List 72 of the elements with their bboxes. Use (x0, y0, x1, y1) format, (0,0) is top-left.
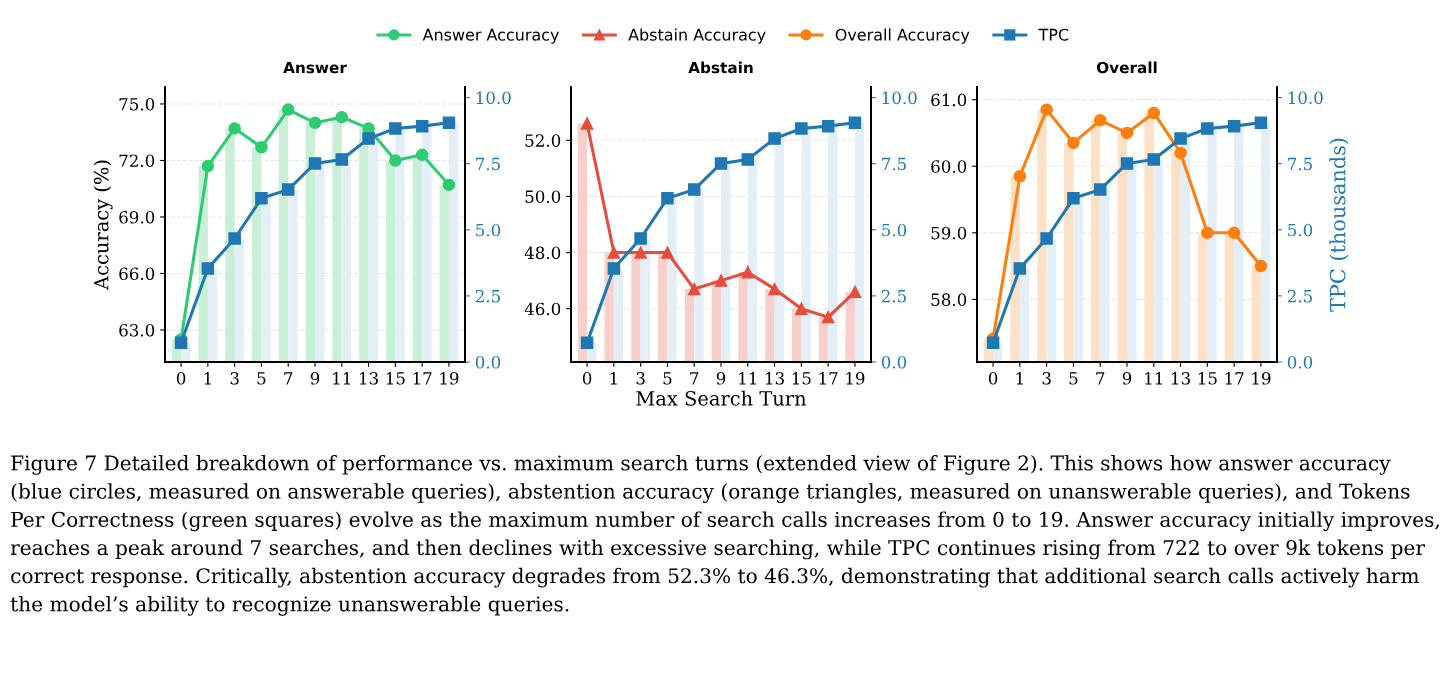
x-tick-label: 15 (386, 372, 405, 385)
chart-title: Answer (283, 61, 347, 74)
y2-tick-label: 10.0 (1288, 91, 1323, 105)
x-tick-label: 13 (1172, 372, 1190, 385)
x-tick-label: 1 (610, 372, 617, 385)
y2-tick-label: 10.0 (476, 91, 511, 105)
x-tick-label: 15 (1198, 372, 1217, 385)
y-tick-label: 72.0 (119, 154, 155, 168)
y-tick-label: 66.0 (119, 267, 155, 281)
x-tick-label: 7 (690, 372, 699, 385)
legend-label: Abstain Accuracy (628, 28, 766, 44)
x-tick-label: 15 (792, 372, 811, 385)
x-tick-label: 5 (257, 372, 266, 385)
chart-title: Abstain (688, 61, 753, 74)
x-tick-label: 5 (1069, 372, 1078, 385)
y-tick-label: 63.0 (119, 323, 155, 337)
x-tick-label: 19 (1252, 372, 1271, 385)
x-tick-label: 3 (1042, 372, 1051, 385)
x-tick-label: 0 (176, 372, 186, 385)
chart-title: Overall (1096, 61, 1157, 74)
y-tick-label: 46.0 (524, 302, 561, 316)
x-tick-label: 13 (766, 372, 784, 385)
y2-tick-label: 5.0 (882, 223, 907, 237)
y2-tick-label: 2.5 (1287, 289, 1312, 303)
legend-label: TPC (1038, 28, 1069, 41)
x-tick-label: 17 (413, 372, 432, 385)
y2-tick-label: 7.5 (1288, 157, 1312, 171)
x-tick-label: 11 (1145, 372, 1163, 385)
y2-tick-label: 5.0 (476, 223, 501, 237)
y2-tick-label: 0.0 (475, 355, 501, 369)
x-tick-label: 19 (440, 372, 459, 385)
y-axis-title: Accuracy (%) (93, 160, 113, 291)
y2-tick-label: 2.5 (881, 289, 906, 303)
y2-tick-label: 7.5 (476, 157, 500, 171)
x-tick-label: 9 (716, 372, 726, 385)
x-tick-label: 5 (663, 372, 672, 385)
y2-tick-label: 5.0 (1288, 223, 1313, 237)
legend-label: Overall Accuracy (835, 28, 970, 44)
y-tick-label: 52.0 (525, 134, 561, 147)
y-tick-label: 60.0 (931, 160, 967, 173)
y2-axis-title: TPC (thousands) (1329, 138, 1349, 312)
y2-tick-label: 2.5 (475, 289, 500, 303)
x-tick-label: 0 (988, 372, 998, 385)
x-tick-label: 11 (333, 372, 351, 385)
y2-tick-label: 0.0 (1287, 355, 1313, 369)
x-tick-label: 7 (1096, 372, 1105, 385)
y-tick-label: 69.0 (119, 210, 155, 224)
caption: Figure 7 Detailed breakdown of performance vs. maximum search turns (extended view of Figure 2). This shows how answer accuracy (blue circles, measured on answerable queries), abstention accuracy (orange triangles, measured on unanswerable queries), and Tokens Per Correctness (green squares) evolve as the maximum number of search calls increases from 0 to 19. Answer accuracy initially improves, reaches a peak around 7 searches, and then declines with excessive searching, while TPC continues rising from 722 to over 9k tokens per correct response. Critically, abstention accuracy degrades from 52.3% to 46.3%, demonstrating that additional search calls actively harm the model’s ability to recognize unanswerable queries. (10, 455, 1439, 616)
x-tick-label: 13 (360, 372, 378, 385)
x-tick-label: 17 (819, 372, 838, 385)
x-tick-label: 3 (636, 372, 645, 385)
y2-tick-label: 10.0 (882, 91, 917, 105)
y-tick-label: 48.0 (524, 246, 561, 260)
y2-tick-label: 7.5 (882, 157, 906, 171)
y2-tick-label: 0.0 (881, 355, 907, 369)
x-tick-label: 11 (739, 372, 757, 385)
y-tick-label: 50.0 (525, 190, 561, 204)
x-tick-label: 1 (204, 372, 211, 385)
x-tick-label: 1 (1016, 372, 1023, 385)
x-axis-title: Max Search Turn (636, 390, 807, 406)
x-tick-label: 9 (1122, 372, 1132, 385)
legend-label: Answer Accuracy (422, 28, 559, 44)
x-tick-label: 3 (230, 372, 239, 385)
y-tick-label: 59.0 (931, 226, 967, 240)
x-tick-label: 9 (310, 372, 320, 385)
x-tick-label: 19 (846, 372, 865, 385)
x-tick-label: 17 (1225, 372, 1244, 385)
y-tick-label: 58.0 (931, 293, 967, 306)
y-tick-label: 75.0 (119, 97, 155, 111)
y-tick-label: 61.0 (931, 93, 967, 107)
x-tick-label: 7 (284, 372, 293, 385)
x-tick-label: 0 (582, 372, 592, 385)
